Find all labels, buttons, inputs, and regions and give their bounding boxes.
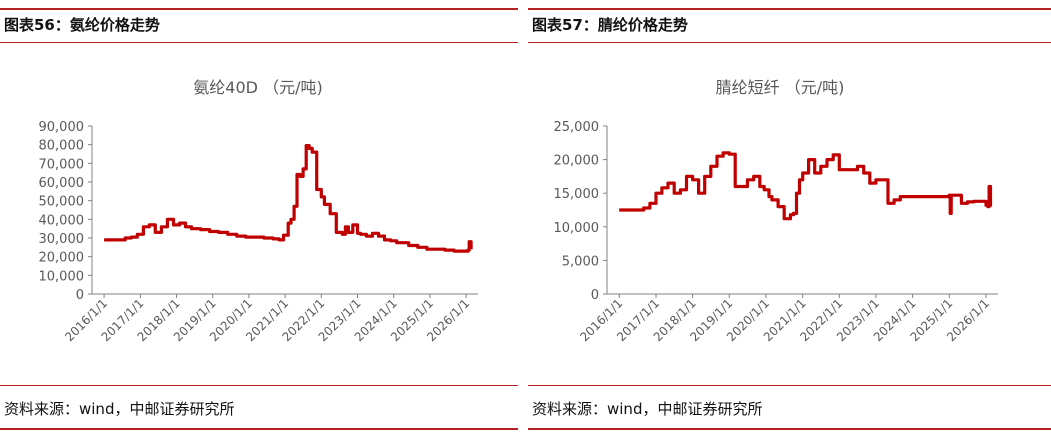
y-tick-label: 20,000: [39, 251, 85, 266]
y-tick-label: 80,000: [39, 139, 85, 154]
y-tick-label: 10,000: [39, 269, 85, 284]
panel-spandex: 图表56：氨纶价格走势 氨纶40D （元/吨) 0 10,000 20,000 30,0…: [0, 0, 518, 435]
y-tick-label: 40,000: [39, 213, 85, 228]
bottom-rule: [528, 385, 1051, 386]
y-tick-label: 0: [76, 288, 84, 303]
bottom-rule: [0, 385, 518, 386]
y-tick-label: 90,000: [39, 120, 85, 135]
y-tick-label: 20,000: [554, 154, 600, 169]
top-rule: [0, 8, 518, 10]
top-rule: [528, 8, 1051, 10]
y-tick-label: 50,000: [39, 195, 85, 210]
y-tick-label: 70,000: [39, 157, 85, 172]
end-rule: [528, 428, 1051, 430]
y-tick-label: 25,000: [554, 120, 600, 135]
panel-acrylic: 图表57：腈纶价格走势 腈纶短纤 （元/吨) 0 5,000 10,000 15,000…: [528, 0, 1051, 435]
spandex-price-chart: 氨纶40D （元/吨) 0 10,000 20,000 30,000 40,000 50,0…: [39, 78, 478, 344]
chart-title: 腈纶短纤 （元/吨): [716, 78, 845, 97]
y-tick-label: 10,000: [554, 221, 600, 236]
end-rule: [0, 428, 518, 430]
y-tick-label: 0: [591, 288, 599, 303]
source-note: 资料来源：wind，中邮证券研究所: [4, 400, 235, 418]
y-tick-label: 5,000: [562, 254, 599, 269]
y-tick-label: 60,000: [39, 176, 85, 191]
y-tick-label: 15,000: [554, 187, 600, 202]
price-series-line: [619, 151, 993, 221]
source-note: 资料来源：wind，中邮证券研究所: [532, 400, 763, 418]
chart-title: 氨纶40D （元/吨): [193, 78, 322, 97]
title-rule: [0, 42, 518, 43]
title-rule: [528, 42, 1051, 43]
price-series-line: [104, 144, 473, 253]
y-tick-label: 30,000: [39, 232, 85, 247]
acrylic-price-chart: 腈纶短纤 （元/吨) 0 5,000 10,000 15,000 20,000 25,000…: [554, 78, 998, 344]
figure-title: 图表57：腈纶价格走势: [532, 16, 688, 34]
figure-title: 图表56：氨纶价格走势: [4, 16, 160, 34]
